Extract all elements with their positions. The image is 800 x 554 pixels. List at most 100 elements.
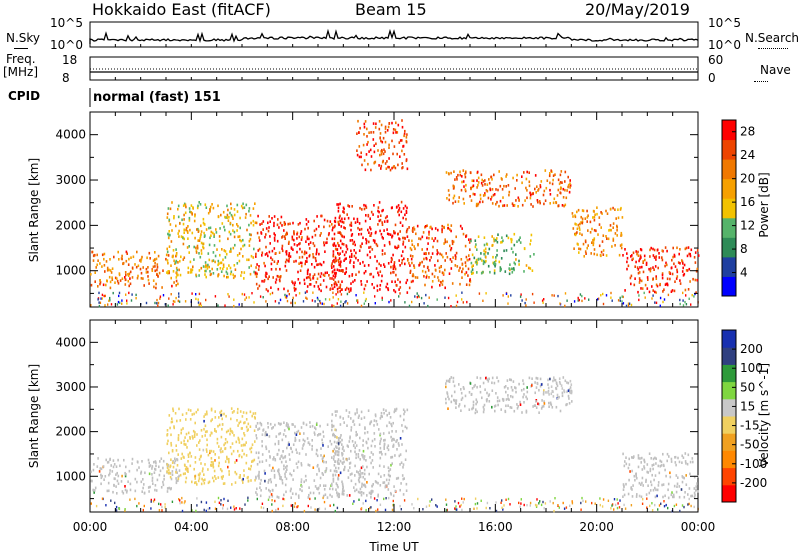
- velocity-echo-cell: [558, 395, 560, 399]
- velocity-near-range-cell: [181, 496, 183, 500]
- power-echo-cell: [344, 257, 346, 261]
- velocity-echo-cell: [400, 461, 403, 464]
- power-echo-cell: [539, 184, 542, 187]
- power-echo-cell: [428, 276, 430, 279]
- power-echo-cell: [393, 230, 395, 233]
- power-echo-cell: [306, 260, 308, 263]
- power-echo-cell: [472, 184, 475, 187]
- power-echo-cell: [158, 271, 161, 275]
- velocity-echo-cell: [561, 391, 564, 395]
- power-echo-cell: [343, 217, 346, 221]
- velocity-echo-cell: [257, 456, 260, 460]
- power-echo-cell: [482, 259, 485, 263]
- velocity-echo-cell: [647, 484, 649, 487]
- power-echo-cell: [339, 263, 342, 266]
- power-echo-cell: [491, 178, 493, 181]
- velocity-echo-cell: [180, 441, 183, 444]
- power-echo-cell: [378, 210, 380, 214]
- power-echo-cell: [394, 166, 397, 170]
- power-echo-cell: [171, 229, 173, 232]
- velocity-echo-cell: [298, 452, 301, 455]
- velocity-echo-cell: [267, 481, 270, 484]
- velocity-echo-cell: [650, 480, 652, 484]
- power-echo-cell: [368, 246, 370, 249]
- power-echo-cell: [448, 272, 451, 275]
- velocity-echo-cell: [363, 455, 366, 458]
- velocity-echo-cell: [331, 456, 333, 459]
- power-echo-cell: [353, 254, 356, 258]
- power-echo-cell: [452, 187, 455, 190]
- velocity-echo-cell: [267, 422, 269, 425]
- power-echo-cell: [373, 161, 375, 165]
- velocity-echo-cell: [90, 470, 92, 474]
- power-echo-cell: [217, 204, 219, 208]
- velocity-echo-cell: [154, 467, 156, 471]
- velocity-echo-cell: [194, 481, 196, 485]
- power-echo-cell: [380, 264, 382, 267]
- beam-label: Beam 15: [355, 0, 427, 19]
- power-echo-cell: [229, 272, 232, 276]
- power-echo-cell: [528, 266, 530, 270]
- velocity-echo-cell: [220, 414, 222, 417]
- velocity-echo-cell: [340, 434, 342, 437]
- velocity-echo-cell: [260, 423, 263, 427]
- velocity-echo-cell: [177, 476, 179, 479]
- power-echo-cell: [398, 207, 401, 210]
- power-near-range-cell: [399, 292, 401, 295]
- power-near-range-cell: [284, 296, 287, 299]
- power-echo-cell: [337, 203, 340, 206]
- power-echo-cell: [231, 215, 234, 218]
- velocity-echo-cell: [556, 384, 559, 388]
- velocity-echo-cell: [121, 474, 123, 478]
- velocity-echo-cell: [536, 382, 539, 386]
- power-near-range-cell: [588, 298, 590, 301]
- power-echo-cell: [212, 272, 215, 275]
- power-echo-cell: [114, 281, 116, 284]
- power-echo-cell: [620, 243, 623, 246]
- velocity-echo-cell: [453, 384, 456, 388]
- velocity-echo-cell: [180, 431, 182, 435]
- power-near-range-cell: [332, 291, 334, 294]
- velocity-echo-cell: [102, 465, 105, 468]
- velocity-echo-cell: [669, 475, 672, 479]
- velocity-echo-cell: [388, 469, 390, 473]
- power-echo-cell: [185, 226, 188, 230]
- power-echo-cell: [618, 253, 621, 257]
- power-echo-cell: [316, 215, 318, 218]
- velocity-echo-cell: [545, 391, 547, 394]
- velocity-echo-cell: [670, 493, 673, 497]
- power-echo-cell: [485, 256, 487, 259]
- velocity-near-range-cell: [352, 502, 354, 505]
- power-echo-cell: [399, 230, 401, 233]
- velocity-echo-cell: [184, 472, 186, 475]
- power-colorbar-frame: [721, 119, 737, 297]
- velocity-near-range-cell: [205, 509, 207, 513]
- velocity-echo-cell: [278, 472, 280, 476]
- power-echo-cell: [340, 232, 342, 236]
- power-echo-cell: [208, 265, 210, 269]
- velocity-echo-cell: [561, 394, 564, 398]
- power-echo-cell: [521, 181, 523, 185]
- velocity-echo-cell: [243, 469, 245, 472]
- velocity-echo-cell: [642, 484, 644, 487]
- velocity-echo-cell: [622, 483, 625, 486]
- power-echo-cell: [686, 269, 689, 272]
- power-near-range-cell: [126, 302, 128, 305]
- velocity-echo-cell: [517, 405, 519, 408]
- power-echo-cell: [287, 289, 289, 293]
- power-echo-cell: [591, 241, 593, 244]
- power-echo-cell: [640, 248, 643, 252]
- power-echo-cell: [333, 232, 336, 236]
- power-echo-cell: [508, 190, 511, 194]
- velocity-echo-cell: [256, 487, 258, 491]
- power-echo-cell: [539, 201, 541, 205]
- power-echo-cell: [677, 261, 680, 264]
- power-echo-cell: [318, 287, 320, 291]
- power-near-range-cell: [659, 296, 662, 300]
- power-echo-cell: [242, 255, 244, 258]
- power-near-range-cell: [461, 291, 463, 294]
- velocity-echo-cell: [155, 464, 157, 468]
- power-echo-cell: [381, 160, 384, 164]
- power-echo-cell: [196, 244, 199, 248]
